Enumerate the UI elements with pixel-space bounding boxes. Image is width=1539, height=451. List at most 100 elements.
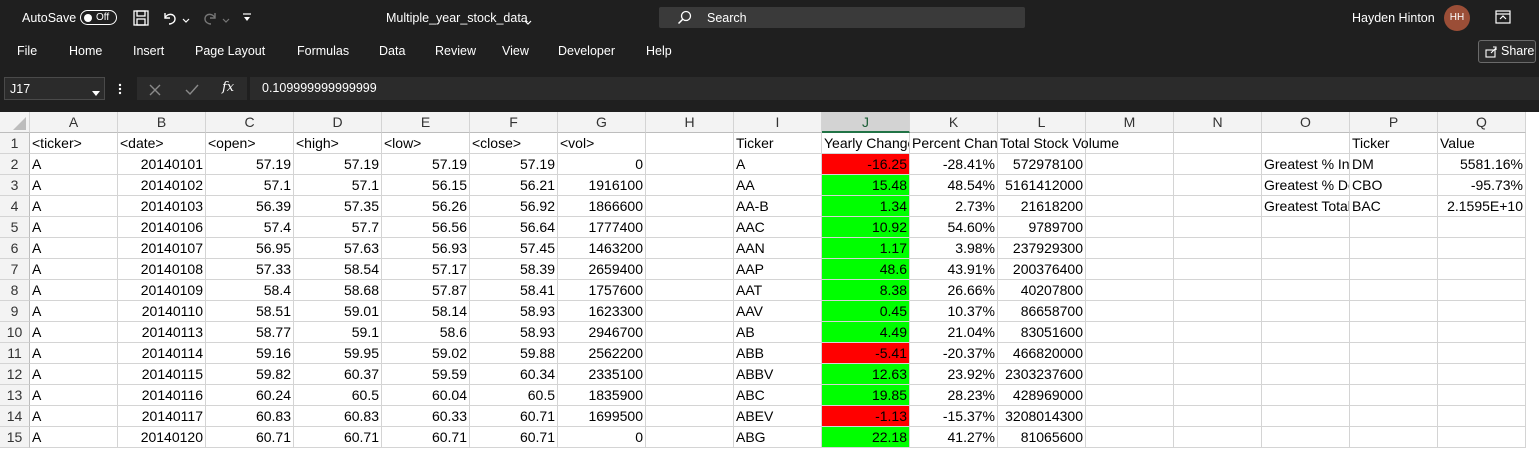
cell-e8[interactable]: 57.87: [382, 280, 470, 301]
undo-dropdown-icon[interactable]: [182, 12, 190, 30]
cell-n13[interactable]: [1174, 385, 1262, 406]
cell-j12[interactable]: 12.63: [822, 364, 910, 385]
cell-f10[interactable]: 58.93: [470, 322, 558, 343]
cell-g8[interactable]: 1757600: [558, 280, 646, 301]
cell-m9[interactable]: [1086, 301, 1174, 322]
cell-p3[interactable]: CBO: [1350, 175, 1438, 196]
save-icon[interactable]: [132, 9, 150, 32]
cell-p15[interactable]: [1350, 427, 1438, 448]
cell-f5[interactable]: 56.64: [470, 217, 558, 238]
cell-n12[interactable]: [1174, 364, 1262, 385]
cell-m2[interactable]: [1086, 154, 1174, 175]
column-header-i[interactable]: I: [734, 112, 822, 133]
tab-insert[interactable]: Insert: [133, 44, 165, 58]
cell-n6[interactable]: [1174, 238, 1262, 259]
more-options-icon[interactable]: [118, 82, 122, 101]
tab-developer[interactable]: Developer: [558, 44, 615, 58]
cell-h6[interactable]: [646, 238, 734, 259]
cell-i4[interactable]: AA-B: [734, 196, 822, 217]
column-header-q[interactable]: Q: [1438, 112, 1526, 133]
cell-e15[interactable]: 60.71: [382, 427, 470, 448]
cell-d14[interactable]: 60.83: [294, 406, 382, 427]
row-header[interactable]: 8: [0, 280, 30, 301]
cell-f1[interactable]: <close>: [470, 133, 558, 154]
cell-d12[interactable]: 60.37: [294, 364, 382, 385]
cell-b6[interactable]: 20140107: [118, 238, 206, 259]
cell-d9[interactable]: 59.01: [294, 301, 382, 322]
cell-o11[interactable]: [1262, 343, 1350, 364]
cell-f14[interactable]: 60.71: [470, 406, 558, 427]
cell-k3[interactable]: 48.54%: [910, 175, 998, 196]
cell-l1[interactable]: Total Stock Volume: [998, 133, 1119, 154]
row-header[interactable]: 7: [0, 259, 30, 280]
column-header-a[interactable]: A: [30, 112, 118, 133]
column-header-j[interactable]: J: [822, 112, 910, 133]
cell-n1[interactable]: [1174, 133, 1262, 154]
cell-h1[interactable]: [646, 133, 734, 154]
cell-m13[interactable]: [1086, 385, 1174, 406]
cell-n14[interactable]: [1174, 406, 1262, 427]
cell-i3[interactable]: AA: [734, 175, 822, 196]
cell-g1[interactable]: <vol>: [558, 133, 646, 154]
cell-f9[interactable]: 58.93: [470, 301, 558, 322]
cell-b13[interactable]: 20140116: [118, 385, 206, 406]
check-icon[interactable]: [185, 83, 199, 101]
cell-e3[interactable]: 56.15: [382, 175, 470, 196]
cell-h7[interactable]: [646, 259, 734, 280]
cell-g7[interactable]: 2659400: [558, 259, 646, 280]
cell-k5[interactable]: 54.60%: [910, 217, 998, 238]
cell-q7[interactable]: [1438, 259, 1526, 280]
cell-m3[interactable]: [1086, 175, 1174, 196]
cell-q8[interactable]: [1438, 280, 1526, 301]
cell-a14[interactable]: A: [30, 406, 118, 427]
cell-j4[interactable]: 1.34: [822, 196, 910, 217]
cell-q3[interactable]: -95.73%: [1438, 175, 1526, 196]
cell-d15[interactable]: 60.71: [294, 427, 382, 448]
tab-page-layout[interactable]: Page Layout: [195, 44, 266, 58]
cell-l15[interactable]: 81065600: [998, 427, 1086, 448]
cell-a9[interactable]: A: [30, 301, 118, 322]
cell-k4[interactable]: 2.73%: [910, 196, 998, 217]
cell-a5[interactable]: A: [30, 217, 118, 238]
row-header[interactable]: 10: [0, 322, 30, 343]
search-box[interactable]: Search: [659, 7, 1025, 28]
cell-e11[interactable]: 59.02: [382, 343, 470, 364]
cell-m6[interactable]: [1086, 238, 1174, 259]
cell-l9[interactable]: 86658700: [998, 301, 1086, 322]
cell-n2[interactable]: [1174, 154, 1262, 175]
cell-a10[interactable]: A: [30, 322, 118, 343]
cell-q13[interactable]: [1438, 385, 1526, 406]
cell-m4[interactable]: [1086, 196, 1174, 217]
share-button[interactable]: Share: [1478, 40, 1536, 63]
user-name[interactable]: Hayden Hinton: [1352, 11, 1435, 25]
cell-l6[interactable]: 237929300: [998, 238, 1086, 259]
column-header-e[interactable]: E: [382, 112, 470, 133]
undo-icon[interactable]: [161, 9, 179, 32]
column-header-o[interactable]: O: [1262, 112, 1350, 133]
autosave-toggle[interactable]: Off: [80, 10, 117, 25]
cell-c10[interactable]: 58.77: [206, 322, 294, 343]
cell-g6[interactable]: 1463200: [558, 238, 646, 259]
cell-b5[interactable]: 20140106: [118, 217, 206, 238]
cell-b12[interactable]: 20140115: [118, 364, 206, 385]
cell-b3[interactable]: 20140102: [118, 175, 206, 196]
cell-h10[interactable]: [646, 322, 734, 343]
cell-b4[interactable]: 20140103: [118, 196, 206, 217]
close-icon[interactable]: [149, 83, 161, 101]
cell-b15[interactable]: 20140120: [118, 427, 206, 448]
cell-a1[interactable]: <ticker>: [30, 133, 118, 154]
cell-g15[interactable]: 0: [558, 427, 646, 448]
cell-d11[interactable]: 59.95: [294, 343, 382, 364]
cell-q1[interactable]: Value: [1438, 133, 1526, 154]
cell-k1[interactable]: Percent Change: [910, 133, 998, 154]
cell-g4[interactable]: 1866600: [558, 196, 646, 217]
cell-g2[interactable]: 0: [558, 154, 646, 175]
cell-h12[interactable]: [646, 364, 734, 385]
cell-q6[interactable]: [1438, 238, 1526, 259]
cell-c15[interactable]: 60.71: [206, 427, 294, 448]
cell-n4[interactable]: [1174, 196, 1262, 217]
cell-h3[interactable]: [646, 175, 734, 196]
cell-f8[interactable]: 58.41: [470, 280, 558, 301]
cell-c8[interactable]: 58.4: [206, 280, 294, 301]
cell-p6[interactable]: [1350, 238, 1438, 259]
